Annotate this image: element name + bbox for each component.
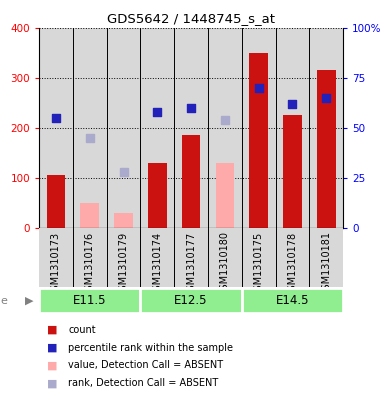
FancyBboxPatch shape — [39, 228, 343, 297]
Bar — [216, 163, 234, 228]
Point — [222, 117, 228, 123]
Bar — [114, 213, 133, 228]
FancyBboxPatch shape — [39, 288, 140, 313]
Point — [53, 115, 59, 121]
Text: GSM1310178: GSM1310178 — [287, 231, 298, 296]
Bar — [249, 53, 268, 228]
Text: GSM1310174: GSM1310174 — [152, 231, 162, 296]
Text: count: count — [68, 325, 96, 335]
Text: GSM1310177: GSM1310177 — [186, 231, 196, 297]
Bar — [317, 70, 335, 228]
Text: ▶: ▶ — [25, 296, 34, 306]
Title: GDS5642 / 1448745_s_at: GDS5642 / 1448745_s_at — [107, 12, 275, 25]
Text: GSM1310175: GSM1310175 — [254, 231, 264, 297]
Text: rank, Detection Call = ABSENT: rank, Detection Call = ABSENT — [68, 378, 218, 388]
Text: GSM1310180: GSM1310180 — [220, 231, 230, 296]
Text: GSM1310179: GSM1310179 — [119, 231, 128, 296]
Text: ■: ■ — [47, 360, 57, 371]
Text: E14.5: E14.5 — [276, 294, 309, 307]
Text: age: age — [0, 296, 8, 306]
Bar — [182, 135, 200, 228]
Bar — [46, 175, 65, 228]
Point — [255, 84, 262, 91]
Point — [121, 169, 127, 175]
Text: ■: ■ — [47, 378, 57, 388]
Text: E11.5: E11.5 — [73, 294, 106, 307]
Point — [289, 101, 296, 107]
Point — [87, 134, 93, 141]
Text: percentile rank within the sample: percentile rank within the sample — [68, 343, 233, 353]
Text: GSM1310173: GSM1310173 — [51, 231, 61, 296]
FancyBboxPatch shape — [242, 288, 343, 313]
Text: GSM1310176: GSM1310176 — [85, 231, 95, 296]
Bar — [148, 163, 167, 228]
Bar — [80, 203, 99, 228]
Text: ■: ■ — [47, 343, 57, 353]
FancyBboxPatch shape — [140, 288, 242, 313]
Text: GSM1310181: GSM1310181 — [321, 231, 331, 296]
Point — [154, 108, 160, 115]
Text: value, Detection Call = ABSENT: value, Detection Call = ABSENT — [68, 360, 223, 371]
Bar — [283, 115, 302, 228]
Text: E12.5: E12.5 — [174, 294, 208, 307]
Point — [323, 94, 330, 101]
Point — [188, 105, 194, 111]
Text: ■: ■ — [47, 325, 57, 335]
